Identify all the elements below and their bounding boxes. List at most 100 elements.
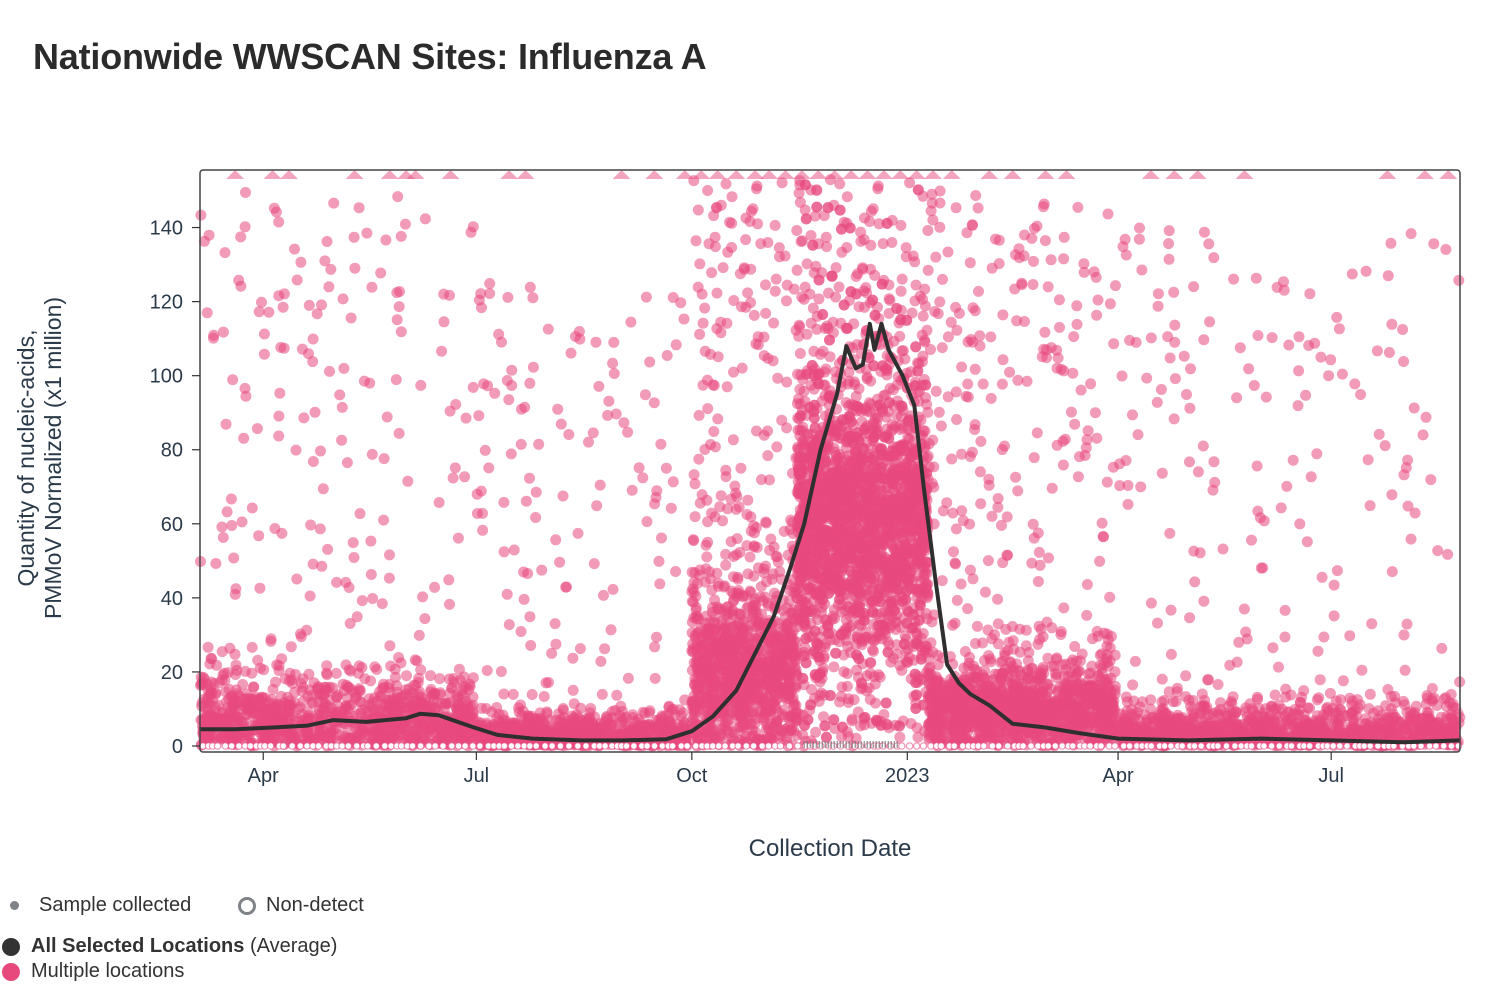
sample-point [524,611,536,623]
sample-point [778,525,790,537]
sample-point [473,410,485,422]
sample-point [327,682,339,694]
sample-point [766,727,778,739]
sample-point [347,537,359,549]
sample-point [608,336,620,348]
sample-point [699,302,711,314]
sample-point [853,301,865,313]
sample-point [618,417,630,429]
sample-point [351,611,363,623]
sample-point [276,527,288,539]
sample-point [591,500,603,512]
sample-point [289,686,301,698]
sample-point [726,622,738,634]
sample-point [711,287,723,299]
sample-point [498,496,510,508]
sample-point [478,378,490,390]
sample-point [227,374,239,386]
sample-point [413,672,425,684]
sample-point [462,702,474,714]
sample-point [563,429,575,440]
sample-point [541,707,553,719]
sample-point [706,267,718,279]
sample-point [503,619,515,631]
sample-point [724,216,736,228]
sample-point [272,698,284,710]
sample-point [546,647,558,659]
sample-point [341,457,353,469]
sample-point [258,348,270,360]
sample-point [693,453,705,465]
sample-point [429,581,441,593]
sample-point [742,691,754,702]
sample-point [755,238,767,250]
sample-point [526,689,538,700]
sample-point [795,236,807,247]
sample-point [349,687,361,699]
sample-point [922,264,934,276]
sample-point [791,264,803,276]
sample-point [910,279,922,291]
sample-point [712,577,724,589]
sample-point [701,551,713,563]
sample-point [314,523,326,535]
sample-point [515,626,527,637]
sample-point [459,690,471,702]
sample-point [449,462,461,474]
sample-point [289,243,300,255]
sample-point [409,654,421,666]
sample-point [415,664,427,676]
sample-point [702,185,714,196]
sample-point [406,687,418,699]
sample-point [258,664,270,676]
sample-point [895,285,907,297]
sample-point [524,377,536,389]
sample-point [773,626,785,638]
sample-point [727,645,739,657]
sample-point [244,702,256,714]
sample-point [715,490,727,502]
sample-point [534,721,546,732]
sample-point [336,434,348,446]
sample-point [211,659,223,671]
sample-point [765,646,777,658]
sample-point [453,663,465,675]
sample-point [688,469,700,481]
sample-point [727,434,739,446]
sample-point [690,235,702,247]
sample-point [381,411,393,423]
sample-point [340,576,352,588]
sample-point [781,376,793,388]
sample-point [753,682,765,694]
sample-point [209,728,221,740]
sample-point [567,652,579,664]
sample-point [330,667,342,679]
sample-point [702,730,714,742]
sample-point [764,544,776,556]
sample-point [688,576,700,588]
sample-point [323,281,335,293]
sample-point [231,664,243,676]
sample-point [365,675,377,687]
sample-point [733,501,745,513]
sample-point [314,710,326,722]
sample-point [393,652,405,663]
sample-point [572,527,584,539]
sample-point [308,677,320,689]
sample-point [336,401,348,413]
sample-point [475,288,487,300]
sample-point [319,255,331,267]
sample-point [694,328,706,340]
sample-point [748,309,760,321]
sample-point [709,610,721,622]
sample-point [447,472,459,484]
sample-point [316,299,327,311]
sample-point [637,472,649,484]
sample-point [202,641,214,653]
sample-point [419,613,431,625]
sample-point [614,710,626,722]
sample-point [205,711,217,723]
sample-point [714,501,726,513]
sample-point [583,712,595,724]
